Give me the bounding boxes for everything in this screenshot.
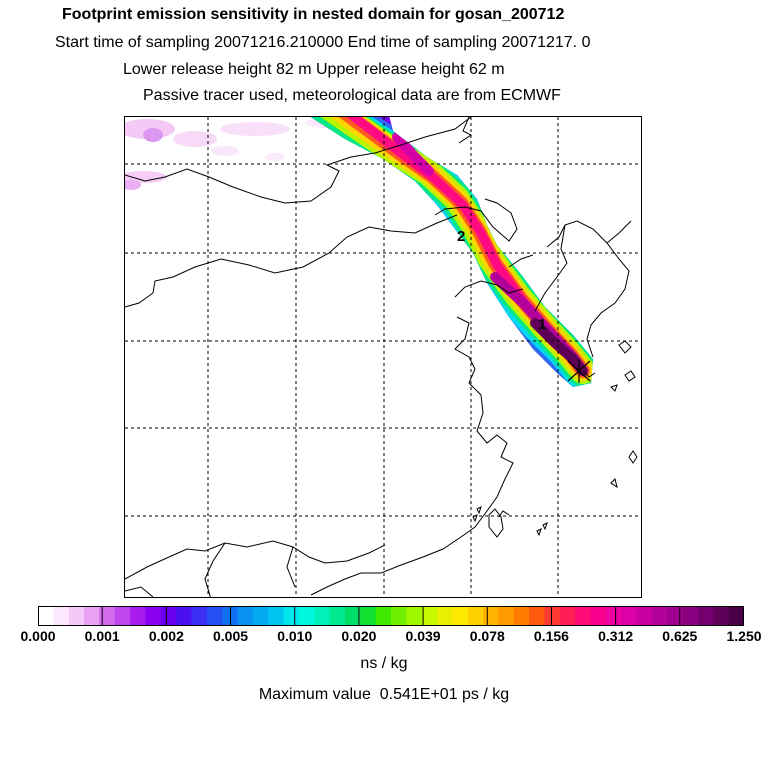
colorbar-swatch	[114, 606, 131, 626]
colorbar-swatch	[605, 606, 622, 626]
colorbar-swatch	[344, 606, 361, 626]
colorbar-swatch	[651, 606, 668, 626]
colorbar-swatch	[575, 606, 592, 626]
colorbar-swatch	[375, 606, 392, 626]
colorbar-swatch	[191, 606, 208, 626]
colorbar-swatch	[636, 606, 653, 626]
colorbar-swatch	[68, 606, 85, 626]
colorbar-swatch	[53, 606, 70, 626]
plot-title: Footprint emission sensitivity in nested…	[62, 6, 565, 23]
colorbar-tick-label: 0.078	[469, 628, 505, 644]
colorbar-swatch	[38, 606, 54, 626]
colorbar-swatch	[206, 606, 223, 626]
colorbar-swatch	[437, 606, 453, 626]
colorbar-tick-label: 1.250	[726, 628, 762, 644]
colorbar-swatch	[406, 606, 423, 626]
colorbar-swatch	[252, 606, 269, 626]
colorbar-swatch	[697, 606, 714, 626]
colorbar-swatch	[513, 606, 530, 626]
release-site-cross-icon	[567, 359, 591, 383]
release-height: Lower release height 82 m Upper release …	[123, 61, 505, 78]
colorbar-swatch	[544, 606, 561, 626]
map-canvas: 2 1	[125, 117, 641, 597]
colorbar-swatch	[99, 606, 116, 626]
colorbar-swatch	[498, 606, 515, 626]
coastlines	[125, 117, 638, 597]
colorbar-tick-label: 0.156	[533, 628, 569, 644]
colorbar-tick-label: 0.312	[598, 628, 634, 644]
colorbar-swatch	[176, 606, 193, 626]
colorbar-unit: ns / kg	[360, 655, 408, 672]
map-point-label: 2	[457, 228, 465, 245]
sampling-time: Start time of sampling 20071216.210000 E…	[55, 34, 591, 51]
colorbar-tick-label: 0.000	[20, 628, 56, 644]
colorbar-tick-label: 0.002	[148, 628, 184, 644]
colorbar-swatch	[621, 606, 638, 626]
colorbar-swatch	[483, 606, 500, 626]
colorbar-swatch	[421, 606, 438, 626]
colorbar-swatch	[590, 606, 607, 626]
colorbar-swatch	[314, 606, 331, 626]
colorbar-swatch	[391, 606, 407, 626]
colorbar-swatch	[559, 606, 576, 626]
map-point-label: 1	[538, 316, 546, 333]
colorbar-swatch	[84, 606, 100, 626]
grid-lines	[125, 117, 641, 597]
colorbar-swatch	[145, 606, 162, 626]
tracer-info: Passive tracer used, meteorological data…	[143, 87, 561, 104]
colorbar-tick-label: 0.005	[213, 628, 249, 644]
colorbar-swatch	[452, 606, 469, 626]
footprint-map: 2 1	[124, 116, 642, 598]
colorbar-swatch	[237, 606, 254, 626]
colorbar-swatch	[529, 606, 546, 626]
colorbar-tick-label: 0.020	[341, 628, 377, 644]
colorbar	[38, 606, 744, 626]
colorbar-swatch	[360, 606, 377, 626]
colorbar-swatch	[667, 606, 684, 626]
colorbar-swatch	[329, 606, 346, 626]
colorbar-swatch	[298, 606, 315, 626]
colorbar-swatch	[160, 606, 177, 626]
colorbar-swatch	[283, 606, 300, 626]
colorbar-swatch	[130, 606, 147, 626]
colorbar-swatch	[268, 606, 285, 626]
colorbar-border	[38, 606, 744, 626]
colorbar-tick-label: 0.010	[277, 628, 313, 644]
colorbar-swatch	[713, 606, 730, 626]
colorbar-tick-label: 0.039	[405, 628, 441, 644]
colorbar-swatch	[682, 606, 699, 626]
colorbar-swatch	[728, 606, 744, 626]
colorbar-tick-label: 0.625	[662, 628, 698, 644]
colorbar-tick-label: 0.001	[84, 628, 120, 644]
maximum-value: Maximum value 0.541E+01 ps / kg	[258, 686, 510, 703]
colorbar-swatch	[467, 606, 484, 626]
